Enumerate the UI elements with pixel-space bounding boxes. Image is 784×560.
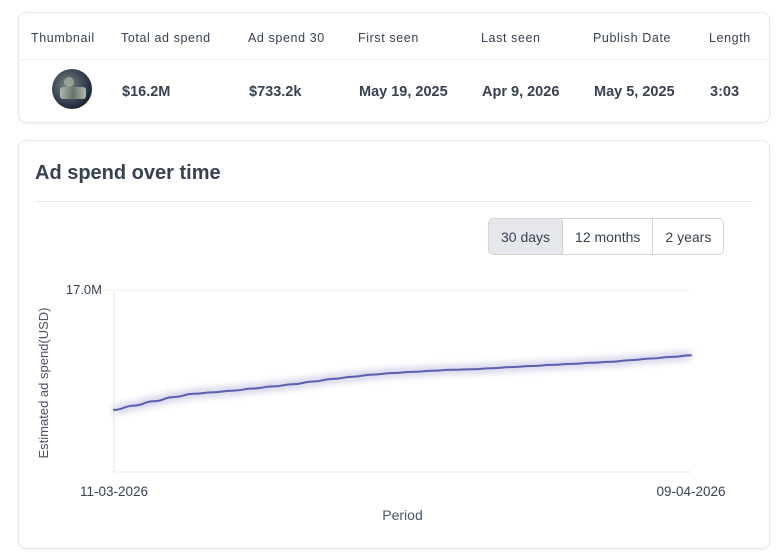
data-point[interactable] — [232, 390, 234, 392]
cell-first-seen: May 19, 2025 — [359, 84, 448, 100]
ad-details-table: Thumbnail Total ad spend Ad spend 30 Fir… — [18, 12, 770, 123]
data-point[interactable] — [272, 385, 274, 387]
data-point[interactable] — [133, 405, 135, 407]
data-point[interactable] — [471, 368, 473, 370]
data-point[interactable] — [153, 400, 155, 402]
x-axis-label: Period — [382, 507, 422, 523]
cell-length: 3:03 — [710, 84, 740, 100]
data-point[interactable] — [431, 370, 433, 372]
data-point[interactable] — [352, 376, 354, 378]
x-tick-label-start: 11-03-2026 — [80, 484, 148, 499]
data-point[interactable] — [212, 391, 214, 393]
header-publish-date: Publish Date — [593, 31, 672, 45]
header-thumbnail: Thumbnail — [31, 31, 95, 45]
data-point[interactable] — [511, 366, 513, 368]
data-point[interactable] — [312, 381, 314, 383]
data-point[interactable] — [193, 393, 195, 395]
range-selector: 30 days 12 months 2 years — [488, 218, 725, 255]
ad-spend-line-chart: 17.0M 11-03-2026 09-04-2026 Period Estim… — [36, 282, 726, 523]
y-tick-label: 17.0M — [66, 282, 102, 297]
cell-ad-spend-30: $733.2k — [249, 84, 302, 100]
data-point[interactable] — [670, 356, 672, 358]
data-point[interactable] — [392, 372, 394, 374]
y-axis-label: Estimated ad spend(USD) — [36, 307, 51, 458]
header-length: Length — [709, 31, 751, 45]
range-2-years-button[interactable]: 2 years — [653, 219, 724, 254]
header-last-seen: Last seen — [481, 31, 541, 45]
chart-title: Ad spend over time — [35, 162, 221, 184]
data-point[interactable] — [531, 365, 533, 367]
series-line — [113, 354, 692, 411]
data-point[interactable] — [332, 378, 334, 380]
data-point[interactable] — [630, 359, 632, 361]
video-thumbnail[interactable] — [52, 69, 92, 109]
x-tick-label-end: 09-04-2026 — [656, 484, 725, 499]
data-point[interactable] — [571, 363, 573, 365]
data-point[interactable] — [451, 369, 453, 371]
data-point[interactable] — [591, 362, 593, 364]
data-point[interactable] — [491, 367, 493, 369]
data-point[interactable] — [650, 358, 652, 360]
cell-total-ad-spend: $16.2M — [122, 84, 171, 100]
title-divider — [35, 201, 753, 202]
ad-spend-chart-card: Ad spend over time 30 days 12 months 2 y… — [18, 140, 770, 549]
header-divider — [19, 59, 769, 60]
range-12-months-button[interactable]: 12 months — [563, 219, 654, 254]
header-ad-spend-30: Ad spend 30 — [248, 31, 325, 45]
header-total-ad-spend: Total ad spend — [121, 31, 211, 45]
range-30-days-button[interactable]: 30 days — [489, 219, 564, 254]
data-point[interactable] — [113, 409, 115, 411]
data-point[interactable] — [551, 364, 553, 366]
series-line-glow — [113, 351, 692, 414]
header-first-seen: First seen — [358, 31, 419, 45]
cell-publish-date: May 5, 2025 — [594, 84, 675, 100]
data-point[interactable] — [690, 354, 692, 356]
data-point[interactable] — [610, 361, 612, 363]
data-point[interactable] — [411, 371, 413, 373]
cell-last-seen: Apr 9, 2026 — [482, 84, 560, 100]
data-point[interactable] — [252, 387, 254, 389]
data-point[interactable] — [372, 374, 374, 376]
data-point[interactable] — [292, 383, 294, 385]
data-point[interactable] — [173, 396, 175, 398]
